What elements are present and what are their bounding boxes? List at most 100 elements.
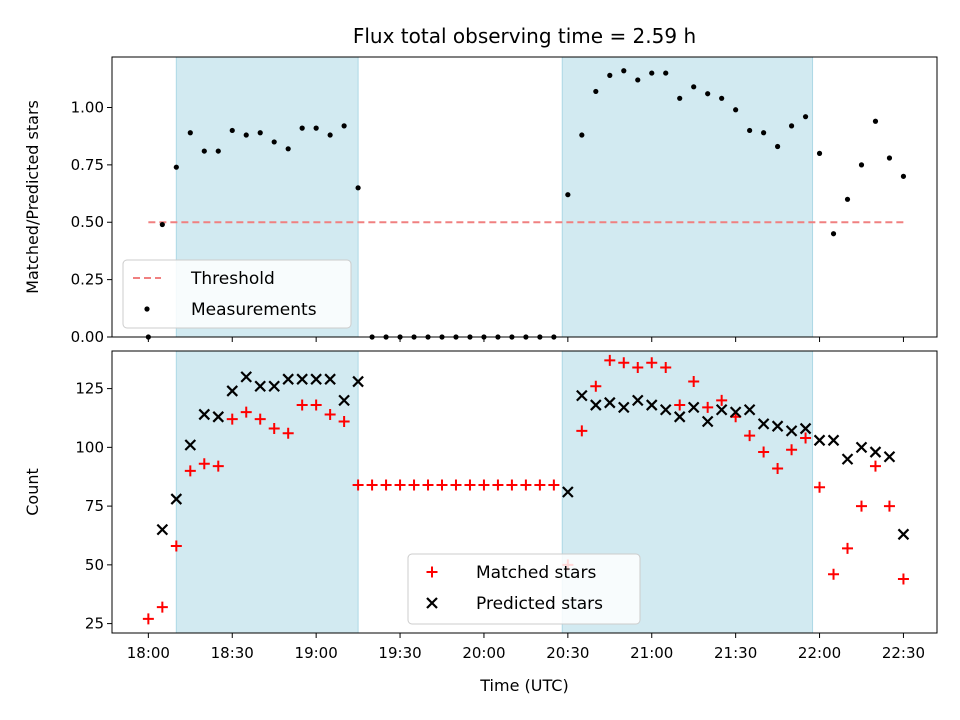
data-point [159,221,165,228]
x-tick-label: 22:30 [882,644,925,662]
data-point [271,139,277,145]
data-point [170,493,183,505]
ratio-panel: 0.00 0.25 0.50 0.75 1.00 Matched/Predicted st… [23,56,938,346]
data-point [254,380,266,393]
y-tick-label: 75 [85,497,104,515]
data-point [590,380,602,392]
y-tick-label: 0.50 [71,213,104,231]
data-point [296,399,308,411]
data-point [785,425,798,437]
chart-title: Flux total observing time = 2.59 h [353,24,696,48]
data-point [761,130,767,136]
data-point [872,118,879,124]
data-point [705,91,711,97]
data-point [897,528,910,541]
x-tick-label: 19:30 [378,644,421,662]
legend-marker-swatch [144,306,150,312]
data-point [729,406,742,418]
data-point [604,396,616,409]
data-point [621,68,627,74]
y-tick-label: 100 [75,438,104,456]
data-point [590,399,602,411]
legend-marker-swatch [426,597,438,609]
data-point [844,196,851,202]
data-point [757,418,770,430]
data-point [352,375,364,388]
data-point [142,613,154,625]
data-point [184,465,196,477]
legend-box [407,553,641,625]
data-point [187,130,193,136]
legend-box [122,259,352,329]
data-point [687,401,700,414]
data-point [632,361,644,373]
shaded-interval-1 [561,56,814,338]
data-point [604,354,616,366]
data-point [869,446,882,458]
data-point [436,479,448,491]
data-point [352,479,364,491]
x-tick-label: 18:30 [211,644,254,662]
data-point [645,399,658,411]
data-point [576,389,588,402]
data-point [226,413,238,425]
y-tick-label: 0.25 [71,271,104,289]
data-point [701,415,714,428]
data-point [408,479,420,491]
data-point [565,192,571,198]
data-point [492,479,504,491]
data-point [184,439,197,451]
x-tick-label: 21:00 [630,644,673,662]
data-point [548,479,560,491]
data-point [299,125,305,131]
data-point [355,185,361,191]
data-point [858,162,865,168]
data-point [313,125,319,131]
data-point [198,408,211,421]
data-point [772,463,784,474]
data-point [534,479,546,491]
data-point [324,373,336,385]
data-point [579,132,585,138]
data-point [743,403,756,416]
data-point [813,434,826,447]
data-point [338,416,350,427]
data-point [173,164,179,170]
data-point [900,173,907,179]
y-tick-label: 0.75 [71,156,104,174]
data-point [663,70,669,76]
data-point [649,70,655,76]
data-point [212,411,225,423]
data-point [254,413,266,425]
data-point [562,486,574,498]
data-point [659,403,672,416]
data-point [422,479,434,491]
x-tick-label: 20:30 [546,644,589,662]
data-point [660,361,672,373]
y-tick-label: 1.00 [71,98,104,116]
y-axis-label: Count [23,468,42,516]
data-point [215,148,221,154]
data-point [156,523,169,536]
data-point [394,479,406,491]
y-tick-label: 50 [85,556,104,574]
data-point [869,460,881,472]
data-point [800,432,812,444]
data-point [827,434,840,447]
data-point [673,411,686,423]
data-point [855,500,867,512]
data-point [786,444,798,456]
legend-label: Threshold [190,269,275,289]
y-axis-label: Matched/Predicted stars [23,100,42,294]
data-point [327,132,333,138]
x-tick-label: 21:30 [714,644,757,662]
data-point [841,453,854,465]
data-point [719,95,725,101]
data-point [646,357,658,369]
data-point [883,500,895,512]
data-point [243,132,249,138]
data-point [635,77,641,83]
data-point [520,479,532,491]
data-point [788,123,795,129]
